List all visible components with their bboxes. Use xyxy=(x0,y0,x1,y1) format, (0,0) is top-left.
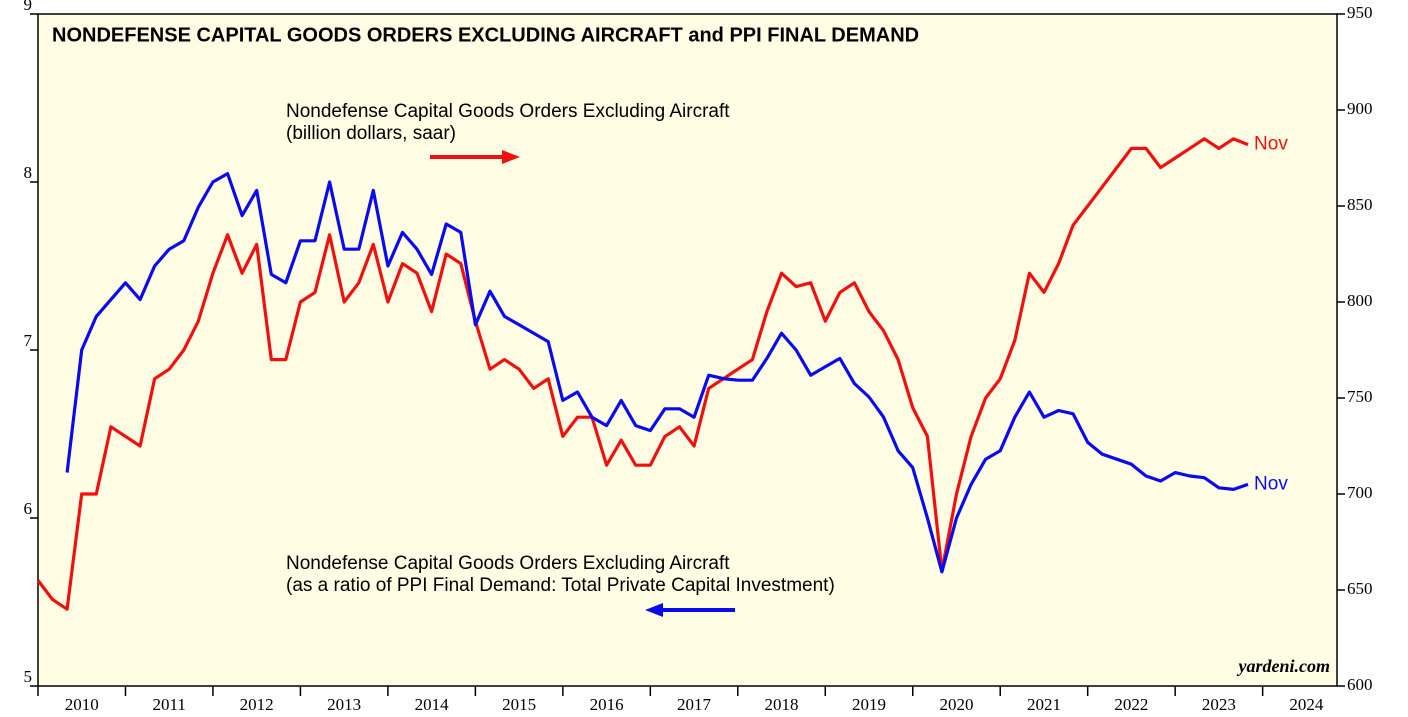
series-line xyxy=(65,172,1249,574)
x-tick-label: 2013 xyxy=(327,695,361,714)
y2-tick-label: 700 xyxy=(1347,483,1373,502)
y-tick-label: 7 xyxy=(24,331,33,350)
x-tick-label: 2017 xyxy=(677,695,712,714)
chart-title: NONDEFENSE CAPITAL GOODS ORDERS EXCLUDIN… xyxy=(52,24,919,46)
y2-tick-label: 650 xyxy=(1347,579,1373,598)
y2-tick-label: 600 xyxy=(1347,675,1373,694)
series-annotation: (billion dollars, saar) xyxy=(286,123,456,144)
plot-area xyxy=(37,13,1338,687)
x-tick-label: 2021 xyxy=(1027,695,1061,714)
series-annotation: (as a ratio of PPI Final Demand: Total P… xyxy=(286,575,835,596)
series-annotation: Nondefense Capital Goods Orders Excludin… xyxy=(286,553,730,574)
y-tick-label: 8 xyxy=(24,163,33,182)
x-tick-label: 2019 xyxy=(852,695,886,714)
x-tick-label: 2018 xyxy=(765,695,799,714)
x-tick-label: 2012 xyxy=(240,695,274,714)
y-tick-label: 6 xyxy=(24,499,33,518)
y2-tick-label: 900 xyxy=(1347,99,1373,118)
y-tick-label: 5 xyxy=(24,667,33,686)
source: yardeni.com xyxy=(1237,656,1331,676)
series-annotation: Nondefense Capital Goods Orders Excludin… xyxy=(286,101,730,122)
y2-tick-label: 850 xyxy=(1347,195,1373,214)
x-tick-label: 2020 xyxy=(939,695,973,714)
blue-arrow xyxy=(645,603,735,617)
y2-tick-label: 800 xyxy=(1347,291,1373,310)
series-line xyxy=(36,137,1249,611)
x-tick-label: 2022 xyxy=(1114,695,1148,714)
y2-tick-label: 750 xyxy=(1347,387,1373,406)
y2-tick-label: 950 xyxy=(1347,3,1373,22)
x-tick-label: 2023 xyxy=(1202,695,1236,714)
x-tick-label: 2024 xyxy=(1289,695,1324,714)
end-label: Nov xyxy=(1254,134,1288,155)
x-tick-label: 2014 xyxy=(415,695,450,714)
x-tick-label: 2015 xyxy=(502,695,536,714)
red-arrow xyxy=(430,150,520,164)
end-label: Nov xyxy=(1254,473,1288,494)
x-tick-label: 2011 xyxy=(153,695,186,714)
x-tick-label: 2016 xyxy=(590,695,624,714)
y-tick-label: 9 xyxy=(24,0,33,14)
x-tick-label: 2010 xyxy=(65,695,99,714)
